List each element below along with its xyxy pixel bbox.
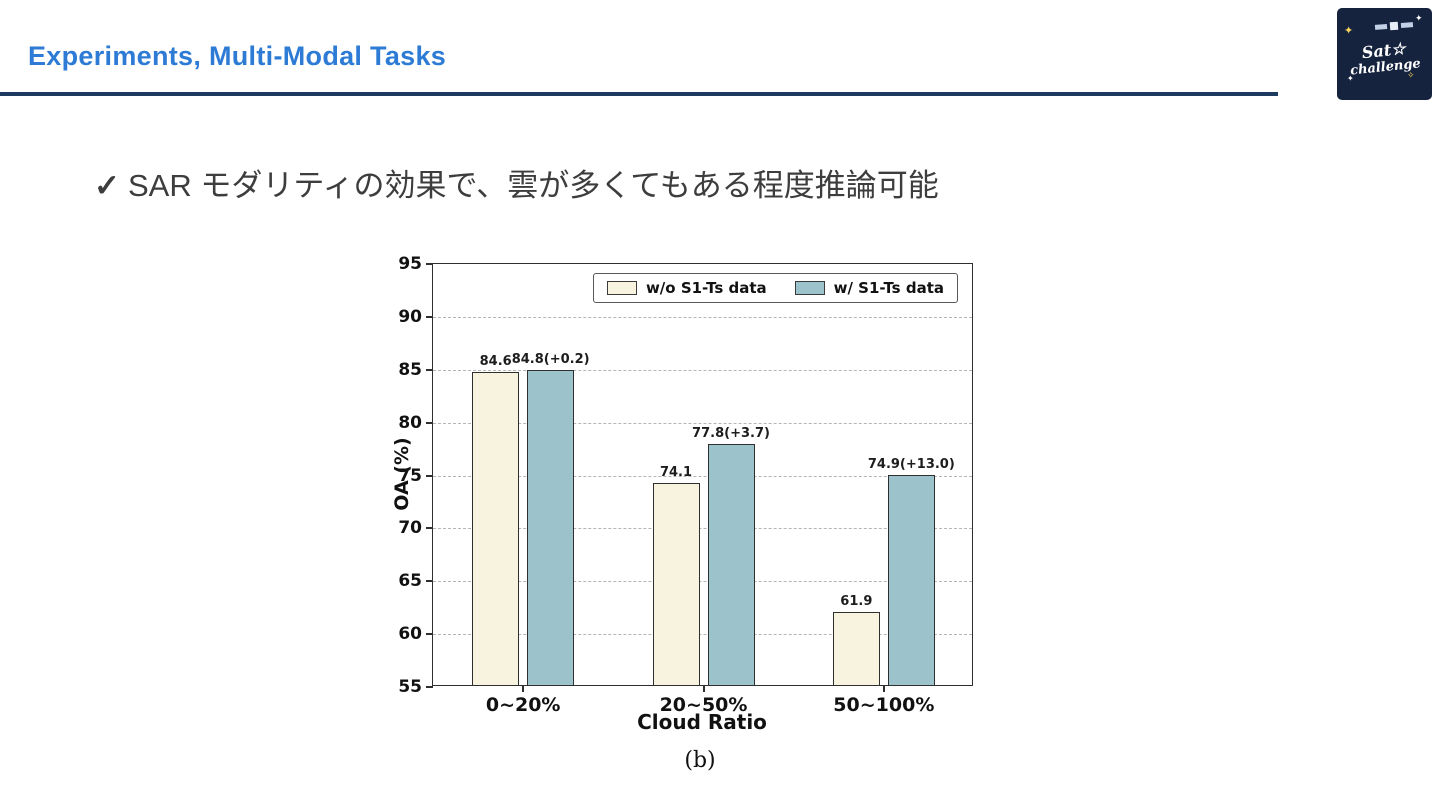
y-tick-mark — [426, 527, 433, 530]
bullet-line: ✓ SAR モダリティの効果で、雲が多くてもある程度推論可能 — [94, 160, 939, 205]
gridline — [433, 528, 972, 530]
legend-label: w/ S1-Ts data — [833, 279, 944, 297]
y-tick-mark — [426, 580, 433, 583]
x-axis-label: Cloud Ratio — [637, 710, 767, 734]
star-icon: ✦ — [1347, 74, 1354, 83]
x-tick-mark — [702, 685, 705, 692]
checkmark-icon: ✓ — [94, 168, 120, 203]
gridline — [433, 369, 972, 371]
legend-swatch — [794, 281, 825, 295]
y-tick-mark — [426, 368, 433, 371]
x-tick-label: 0~20% — [485, 694, 561, 716]
logo-text: Sat☆ challenge — [1337, 37, 1432, 80]
y-tick-label: 70 — [398, 518, 422, 539]
bar — [887, 474, 935, 685]
bar-value-label: 84.6 — [479, 353, 512, 369]
challenge-logo: ✦ ✦ ✧ ✦ Sat☆ challenge — [1337, 8, 1432, 100]
gridline — [433, 581, 972, 583]
bar-value-label: 84.8(+0.2) — [511, 351, 590, 367]
bar — [527, 369, 575, 685]
bar — [472, 371, 520, 685]
y-tick-mark — [426, 633, 433, 636]
bar — [652, 483, 700, 685]
y-tick-label: 55 — [398, 677, 422, 697]
y-tick-label: 60 — [398, 624, 422, 645]
figure-caption: (b) — [684, 748, 716, 773]
gridline — [433, 422, 972, 424]
star-icon: ✦ — [1344, 25, 1354, 37]
x-tick-label: 50~100% — [833, 694, 935, 716]
y-tick-mark — [426, 686, 433, 688]
satellite-icon — [1374, 21, 1414, 31]
bar-value-label: 61.9 — [840, 594, 873, 610]
legend-swatch — [606, 281, 637, 295]
y-tick-mark — [426, 474, 433, 477]
x-tick-mark — [882, 685, 885, 692]
y-tick-mark — [426, 263, 433, 265]
y-tick-label: 90 — [398, 306, 422, 327]
bar-value-label: 77.8(+3.7) — [692, 425, 770, 441]
y-tick-label: 65 — [398, 571, 422, 592]
x-tick-mark — [522, 685, 525, 692]
bar-value-label: 74.9(+13.0) — [867, 456, 955, 472]
legend-label: w/o S1-Ts data — [645, 279, 767, 297]
y-tick-mark — [426, 315, 433, 318]
gridline — [433, 316, 972, 318]
plot-area: w/o S1-Ts data w/ S1-Ts data 55 60 65 70 75 80… — [398, 254, 973, 716]
bar — [832, 612, 880, 685]
legend-item: w/o S1-Ts data — [606, 279, 767, 297]
star-icon: ✦ — [1415, 13, 1423, 23]
bullet-text: SAR モダリティの効果で、雲が多くてもある程度推論可能 — [127, 168, 939, 203]
legend-item: w/ S1-Ts data — [794, 279, 944, 297]
chart-legend: w/o S1-Ts data w/ S1-Ts data — [592, 273, 958, 303]
page-title: Experiments, Multi-Modal Tasks — [28, 41, 447, 71]
y-tick-label: 95 — [398, 254, 422, 274]
bar-value-label: 74.1 — [659, 465, 693, 481]
bar — [707, 443, 755, 685]
gridline — [433, 475, 972, 477]
y-tick-label: 85 — [398, 359, 422, 380]
y-tick-label: 80 — [398, 412, 422, 433]
y-tick-label: 75 — [398, 465, 422, 486]
star-icon: ✧ — [1407, 70, 1415, 80]
gridline — [433, 634, 972, 636]
x-tick-label: 20~50% — [659, 694, 748, 716]
header-rule — [0, 92, 1278, 96]
y-tick-mark — [426, 421, 433, 424]
